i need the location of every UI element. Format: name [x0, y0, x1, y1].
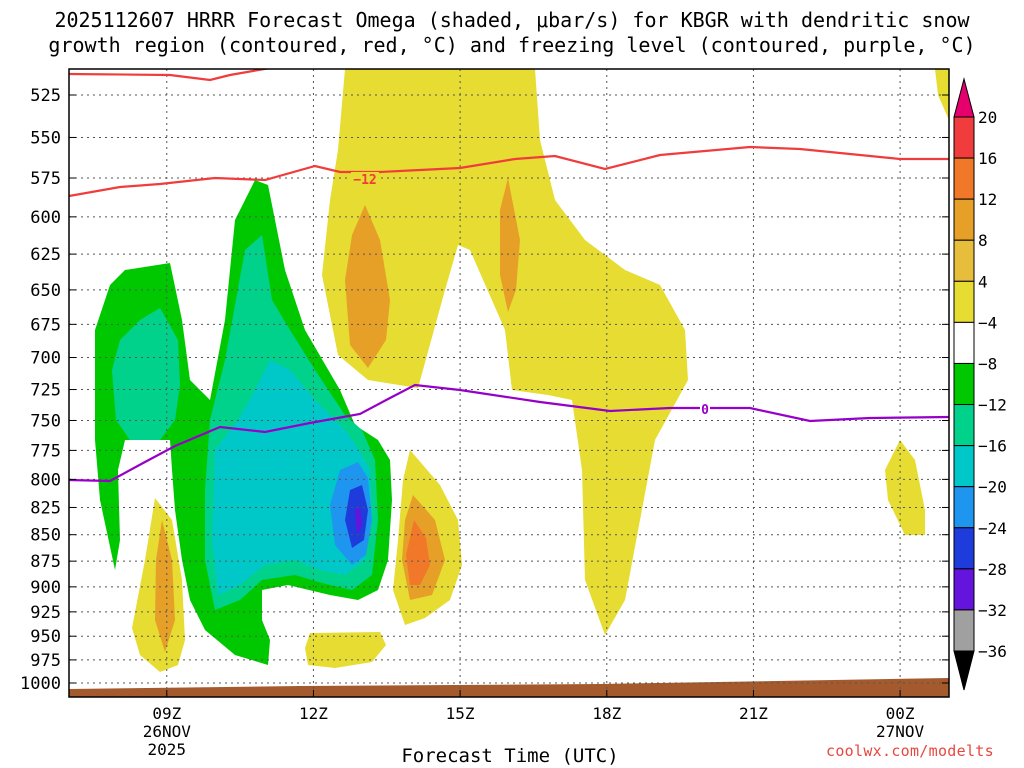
terrain-ground — [69, 678, 949, 697]
y-tick-label: 925 — [30, 603, 61, 623]
y-tick-label: 950 — [30, 627, 61, 647]
omega-fill-gold-upper-right — [500, 178, 520, 312]
colorbar-label: −12 — [978, 396, 1007, 415]
y-tick-label: 525 — [30, 86, 61, 106]
colorbar-swatch — [953, 321, 975, 364]
y-tick-label: 625 — [30, 245, 61, 265]
colorbar-swatch — [953, 157, 975, 200]
omega-shading — [69, 69, 949, 697]
freezing-contour-label-bg — [700, 402, 710, 416]
x-tick-label: 12Z — [299, 704, 328, 723]
dgz-contour-label-bg — [351, 172, 379, 186]
omega-fill-orange-mid — [406, 520, 430, 585]
chart-title-line-2: growth region (contoured, red, °C) and f… — [48, 33, 976, 57]
x-tick-label: 09Z — [152, 704, 181, 723]
y-tick-label: 725 — [30, 381, 61, 401]
y-axis: 525 550 575 600 625 650 675 700 725 750 775 800 825 8… — [20, 86, 949, 694]
omega-fill-teal — [112, 308, 180, 440]
colorbar-swatch — [953, 568, 975, 611]
y-tick-label: 575 — [30, 169, 61, 189]
colorbar-label: −32 — [978, 601, 1007, 620]
y-tick-label: 900 — [30, 578, 61, 598]
freezing-contour-label: 0 — [701, 403, 709, 418]
colorbar-swatch — [953, 445, 975, 488]
colorbar-label: −16 — [978, 437, 1007, 456]
colorbar: 20 16 12 8 4 −4 −8 −12 −16 −20 −24 −28 −32 −36 — [953, 77, 1007, 691]
omega-fill-gold-upper-left — [345, 205, 390, 368]
contour-lines — [69, 69, 949, 483]
omega-fill-purple — [355, 507, 362, 535]
chart-title-line-1: 2025112607 HRRR Forecast Omega (shaded, … — [54, 8, 970, 32]
freezing-level-contour-line — [69, 383, 949, 483]
colorbar-top-arrow — [953, 77, 975, 118]
x-tick-label: 18Z — [592, 704, 621, 723]
colorbar-label: 16 — [978, 149, 997, 168]
colorbar-swatch — [953, 280, 975, 323]
colorbar-swatch — [953, 239, 975, 282]
colorbar-label: −4 — [978, 313, 997, 332]
y-tick-label: 675 — [30, 315, 61, 335]
plot-frame — [68, 68, 950, 698]
colorbar-bottom-arrow — [953, 650, 975, 691]
omega-fill-yellow-bottom-strip — [305, 632, 386, 668]
y-tick-label: 700 — [30, 349, 61, 369]
colorbar-swatch-last — [953, 609, 975, 652]
dgz-contour-label: −12 — [353, 173, 376, 188]
omega-fill-yellow-upper — [322, 69, 688, 635]
y-tick-label: 750 — [30, 411, 61, 431]
x-tick-date: 26NOV — [143, 722, 192, 741]
y-tick-label: 975 — [30, 651, 61, 671]
x-tick-label: 21Z — [739, 704, 768, 723]
y-tick-label: 825 — [30, 498, 61, 518]
y-tick-label: 600 — [30, 208, 61, 228]
y-tick-label: 875 — [30, 552, 61, 572]
colorbar-label: 20 — [978, 108, 997, 127]
colorbar-swatch — [953, 116, 975, 159]
colorbar-label: −36 — [978, 642, 1007, 661]
y-tick-label: 650 — [30, 281, 61, 301]
y-tick-label: 850 — [30, 526, 61, 546]
omega-fill-yellow-right-blob — [885, 440, 925, 535]
colorbar-label: −28 — [978, 560, 1007, 579]
grid-lines — [69, 69, 949, 697]
colorbar-swatch — [953, 198, 975, 241]
colorbar-label: −20 — [978, 478, 1007, 497]
x-axis-label: Forecast Time (UTC) — [401, 745, 619, 767]
source-credit: coolwx.com/modelts — [826, 742, 994, 760]
colorbar-swatch — [953, 527, 975, 570]
colorbar-swatch — [953, 486, 975, 529]
x-tick-label: 00Z — [886, 704, 915, 723]
dgz-contour-line-lower — [69, 145, 949, 198]
colorbar-label: 8 — [978, 231, 988, 250]
colorbar-swatch — [953, 362, 975, 406]
colorbar-label: 4 — [978, 272, 988, 291]
dgz-contour-line-upper — [69, 69, 400, 82]
colorbar-label: −8 — [978, 354, 997, 373]
colorbar-label: −24 — [978, 519, 1007, 538]
omega-fill-gold-left — [155, 520, 175, 652]
y-tick-label: 550 — [30, 128, 61, 148]
y-tick-label: 1000 — [20, 674, 61, 694]
y-tick-label: 800 — [30, 470, 61, 490]
colorbar-swatch — [953, 404, 975, 447]
x-tick-label: 15Z — [446, 704, 475, 723]
x-tick-date: 27NOV — [876, 722, 925, 741]
colorbar-label: 12 — [978, 190, 997, 209]
y-tick-label: 775 — [30, 441, 61, 461]
x-tick-year: 2025 — [148, 740, 187, 759]
